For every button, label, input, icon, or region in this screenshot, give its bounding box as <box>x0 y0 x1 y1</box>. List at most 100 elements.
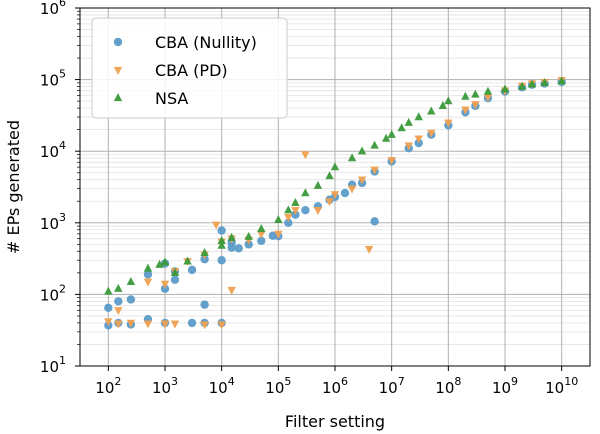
point-nsa <box>160 257 170 266</box>
point-cba-pd <box>126 319 136 328</box>
point-nsa <box>517 81 527 90</box>
point-nsa <box>217 235 226 244</box>
y-tick-label: 102 <box>40 282 66 304</box>
x-tick-label: 1010 <box>545 375 578 397</box>
point-nsa <box>217 240 226 249</box>
point-cba-pd <box>483 93 493 102</box>
x-tick-label: 104 <box>209 375 235 397</box>
point-nsa <box>330 162 340 171</box>
point-cba-pd <box>414 135 423 144</box>
point-cba-pd <box>143 278 153 287</box>
point-cba-pd <box>313 207 323 216</box>
point-cba-pd <box>257 230 266 239</box>
point-cba-pd <box>200 321 209 330</box>
series-cba-pd <box>104 77 566 330</box>
x-tick-label: 109 <box>492 375 518 397</box>
point-nsa <box>313 180 323 189</box>
point-cba-nullity <box>217 226 226 235</box>
legend-box <box>91 17 288 119</box>
point-cba-pd <box>404 142 413 151</box>
point-nsa <box>397 123 406 132</box>
point-nsa <box>155 259 164 268</box>
legend-marker-cba-pd <box>113 66 123 75</box>
point-cba-pd <box>387 156 396 165</box>
point-cba-nullity <box>104 303 113 312</box>
y-axis-label: # EPs generated <box>4 120 23 254</box>
point-cba-nullity <box>187 318 197 328</box>
axis-ticks <box>75 7 563 371</box>
data-markers <box>104 76 566 330</box>
point-cba-pd <box>330 191 340 200</box>
point-nsa <box>483 86 493 95</box>
point-nsa <box>357 146 367 155</box>
point-nsa <box>301 188 310 197</box>
point-nsa <box>170 268 180 276</box>
point-cba-pd <box>170 320 180 329</box>
point-cba-nullity <box>370 217 379 226</box>
point-nsa <box>471 89 480 98</box>
point-nsa <box>325 171 334 180</box>
point-nsa <box>347 153 357 162</box>
point-cba-pd <box>143 320 153 329</box>
point-cba-pd <box>370 166 379 175</box>
point-nsa <box>183 256 192 265</box>
point-cba-nullity <box>340 188 350 198</box>
y-tick-label: 106 <box>40 0 66 18</box>
legend-marker-cba-nullity <box>113 37 123 47</box>
y-tick-label: 103 <box>40 211 66 233</box>
point-nsa <box>404 117 413 126</box>
point-cba-nullity <box>187 265 197 275</box>
x-tick-label: 108 <box>435 375 461 397</box>
point-cba-pd <box>325 198 334 207</box>
point-nsa <box>257 224 266 233</box>
point-nsa <box>427 106 436 115</box>
point-cba-pd <box>347 185 357 194</box>
point-cba-pd <box>291 207 300 216</box>
point-cba-nullity <box>143 270 153 279</box>
point-nsa <box>291 198 300 206</box>
point-nsa <box>200 248 209 257</box>
point-nsa <box>444 96 453 105</box>
point-cba-pd <box>301 151 310 160</box>
series-nsa <box>104 76 566 295</box>
point-nsa <box>274 215 283 223</box>
point-nsa <box>114 283 123 292</box>
point-nsa <box>370 140 379 149</box>
point-nsa <box>381 133 391 142</box>
point-nsa <box>540 78 549 87</box>
point-nsa <box>284 205 293 214</box>
point-cba-pd <box>284 213 293 222</box>
point-cba-nullity <box>301 205 310 215</box>
point-cba-nullity <box>257 236 266 246</box>
legend-label-cba-pd: CBA (PD) <box>155 61 228 80</box>
point-nsa <box>244 231 253 240</box>
x-tick-label: 102 <box>95 375 121 397</box>
point-cba-pd <box>211 221 221 230</box>
x-axis-label: Filter setting <box>285 412 385 431</box>
point-cba-pd <box>104 318 113 327</box>
point-cba-pd <box>444 119 453 128</box>
tick-labels: 101 102 103 104 105 106 102 103 104 105 106 107 108 1… <box>40 0 578 397</box>
point-cba-pd <box>357 176 367 185</box>
point-nsa <box>143 263 153 272</box>
x-tick-label: 106 <box>322 375 348 397</box>
point-nsa <box>227 232 236 241</box>
point-nsa <box>387 129 396 138</box>
point-nsa <box>414 112 423 121</box>
point-nsa <box>527 79 537 88</box>
point-cba-pd <box>160 320 170 329</box>
point-cba-pd <box>427 129 436 138</box>
point-cba-nullity <box>234 244 243 253</box>
x-tick-label: 107 <box>379 375 405 397</box>
point-cba-pd <box>227 286 236 295</box>
y-tick-label: 104 <box>40 139 66 161</box>
point-cba-pd <box>217 321 226 330</box>
point-cba-pd <box>114 307 123 316</box>
point-cba-pd <box>364 245 374 254</box>
point-cba-pd <box>471 101 480 110</box>
point-cba-nullity <box>114 297 123 306</box>
point-nsa <box>104 286 113 295</box>
point-cba-nullity <box>200 300 209 309</box>
